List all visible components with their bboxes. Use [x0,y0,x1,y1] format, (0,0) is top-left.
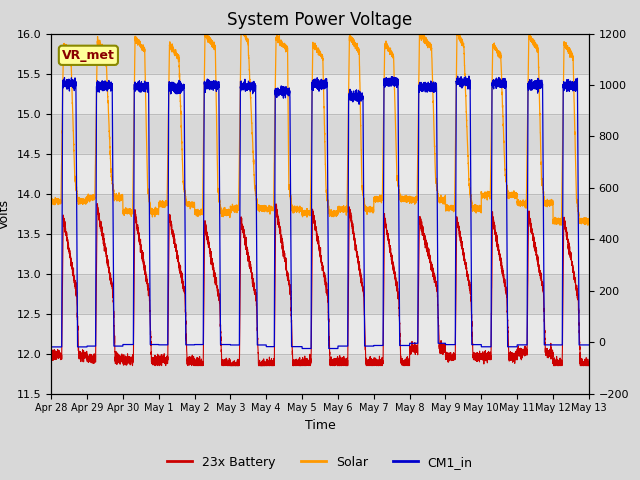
Title: System Power Voltage: System Power Voltage [227,11,413,29]
Text: VR_met: VR_met [62,49,115,62]
X-axis label: Time: Time [305,419,335,432]
Bar [51,73,589,114]
Bar [51,154,589,193]
Legend: 23x Battery, Solar, CM1_in: 23x Battery, Solar, CM1_in [163,451,477,474]
Bar [51,234,589,274]
Y-axis label: Volts: Volts [0,199,11,228]
Bar [51,313,589,354]
